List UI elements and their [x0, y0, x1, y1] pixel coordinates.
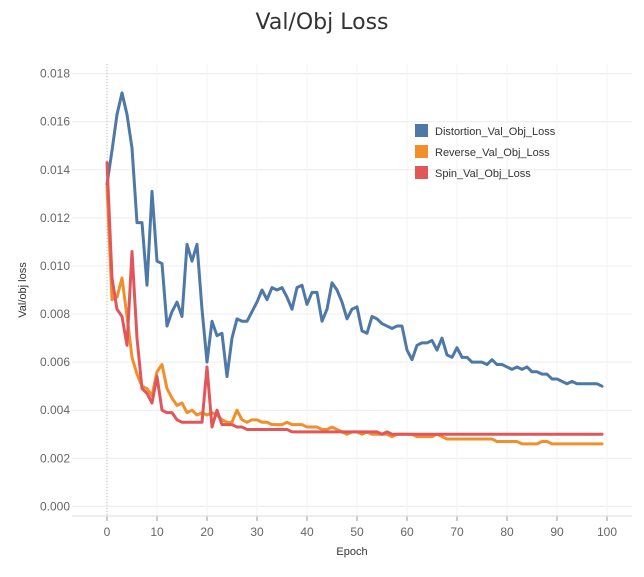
x-tick-label: 80 [500, 525, 514, 539]
axes: 0.000 0.002 0.004 0.006 0.008 0.010 0.012 0.014… [40, 67, 632, 539]
y-tick-label: 0.012 [40, 211, 70, 225]
legend-label: Distortion_Val_Obj_Loss [435, 126, 556, 138]
legend-swatch [415, 145, 428, 158]
y-tick-label: 0.018 [40, 67, 70, 81]
y-tick-label: 0.008 [40, 307, 70, 321]
y-tick-label: 0.002 [40, 451, 70, 465]
series-line-2 [105, 161, 604, 436]
y-tick-label: 0.004 [40, 403, 70, 417]
x-tick-label: 10 [150, 525, 164, 539]
legend-swatch [415, 124, 428, 137]
x-tick-label: 90 [550, 525, 564, 539]
legend: Distortion_Val_Obj_Loss Reverse_Val_Obj_L… [415, 124, 556, 180]
x-tick-label: 70 [450, 525, 464, 539]
series-lines [105, 91, 604, 446]
x-tick-label: 30 [250, 525, 264, 539]
x-axis-label: Epoch [336, 546, 367, 558]
x-tick-label: 50 [350, 525, 364, 539]
x-tick-label: 60 [400, 525, 414, 539]
y-axis-label: Val/obj loss [17, 262, 29, 318]
x-tick-label: 20 [200, 525, 214, 539]
x-tick-label: 100 [597, 525, 617, 539]
y-tick-label: 0.016 [40, 115, 70, 129]
chart-title: Val/Obj Loss [255, 10, 389, 35]
y-tick-label: 0.000 [40, 499, 70, 513]
legend-label: Spin_Val_Obj_Loss [435, 168, 531, 180]
y-tick-label: 0.010 [40, 259, 70, 273]
series-line-0 [105, 91, 604, 388]
y-tick-label: 0.006 [40, 355, 70, 369]
legend-label: Reverse_Val_Obj_Loss [435, 147, 550, 159]
x-tick-label: 0 [104, 525, 111, 539]
x-tick-label: 40 [300, 525, 314, 539]
y-tick-label: 0.014 [40, 163, 70, 177]
legend-swatch [415, 166, 428, 179]
